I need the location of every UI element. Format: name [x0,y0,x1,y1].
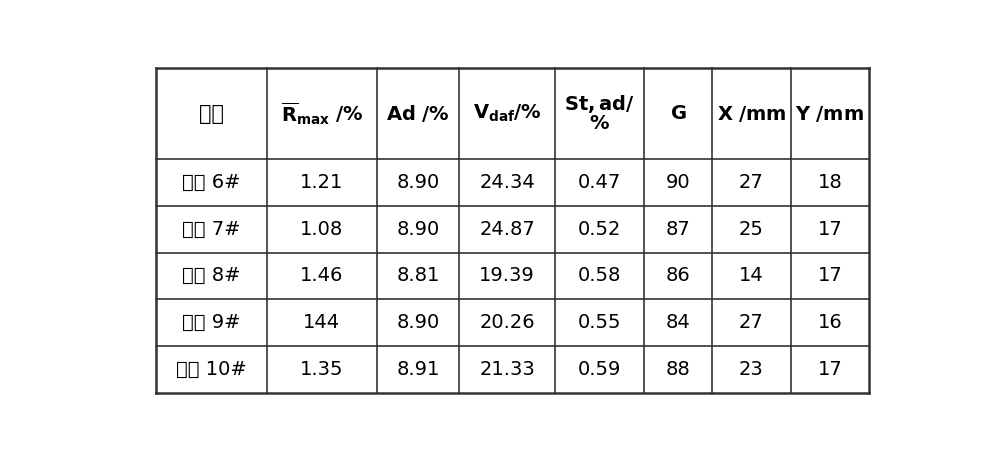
Text: 18: 18 [817,173,842,192]
Text: 90: 90 [666,173,691,192]
Text: 1.21: 1.21 [300,173,343,192]
Text: 17: 17 [817,360,842,379]
Text: 8.81: 8.81 [396,266,440,285]
Text: 焦煤 6#: 焦煤 6# [182,173,241,192]
Text: 8.90: 8.90 [396,173,440,192]
Text: 19.39: 19.39 [479,266,535,285]
Text: 焦煤 9#: 焦煤 9# [182,313,241,332]
Text: $\mathbf{V_{daf}/ \%}$: $\mathbf{V_{daf}/ \%}$ [473,103,542,125]
Text: 8.90: 8.90 [396,313,440,332]
Text: 焦煤 8#: 焦煤 8# [182,266,241,285]
Text: 27: 27 [739,313,764,332]
Text: 21.33: 21.33 [479,360,535,379]
Text: $\mathbf{St,ad/}$: $\mathbf{St,ad/}$ [564,93,635,115]
Text: $\mathbf{G}$: $\mathbf{G}$ [670,104,687,123]
Text: 24.87: 24.87 [479,220,535,239]
Text: 16: 16 [817,313,842,332]
Text: 14: 14 [739,266,764,285]
Text: $\mathbf{\%}$: $\mathbf{\%}$ [589,114,610,133]
Text: 1.08: 1.08 [300,220,343,239]
Text: 88: 88 [666,360,691,379]
Text: 87: 87 [666,220,691,239]
Text: 0.58: 0.58 [578,266,622,285]
Text: $\mathbf{Y\ /mm}$: $\mathbf{Y\ /mm}$ [795,104,864,124]
Text: $\mathbf{\overline{R}}$$\mathbf{_{max}}$ $\mathbf{/\%}$: $\mathbf{\overline{R}}$$\mathbf{_{max}}$… [281,101,363,127]
Text: 24.34: 24.34 [479,173,535,192]
Text: 0.59: 0.59 [578,360,622,379]
Text: 27: 27 [739,173,764,192]
Text: 8.90: 8.90 [396,220,440,239]
Text: 17: 17 [817,266,842,285]
Text: 8.91: 8.91 [396,360,440,379]
Text: 25: 25 [739,220,764,239]
Text: 20.26: 20.26 [479,313,535,332]
Text: $\mathbf{Ad\ /\%}$: $\mathbf{Ad\ /\%}$ [386,103,450,124]
Text: 84: 84 [666,313,691,332]
Text: 17: 17 [817,220,842,239]
Text: 焦煤 7#: 焦煤 7# [182,220,241,239]
Text: 1.46: 1.46 [300,266,343,285]
Text: 86: 86 [666,266,691,285]
Text: 煤样: 煤样 [199,104,224,124]
Text: 144: 144 [303,313,340,332]
Text: 0.52: 0.52 [578,220,622,239]
Text: 1.35: 1.35 [300,360,344,379]
Text: 0.47: 0.47 [578,173,621,192]
Text: 0.55: 0.55 [578,313,622,332]
Text: 23: 23 [739,360,764,379]
Text: $\mathbf{X\ /mm}$: $\mathbf{X\ /mm}$ [717,104,786,124]
Text: 焦煤 10#: 焦煤 10# [176,360,247,379]
